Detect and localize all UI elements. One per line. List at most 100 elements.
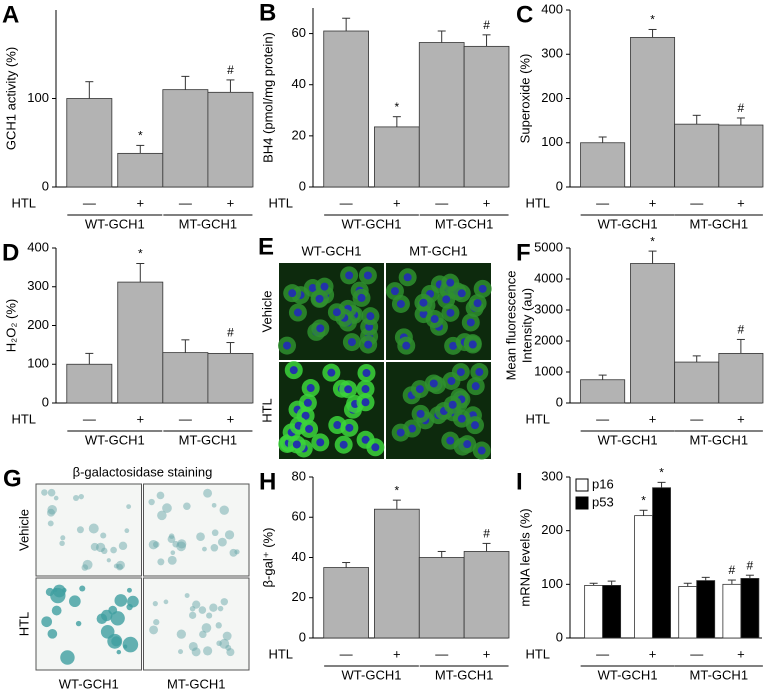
cell xyxy=(176,541,187,552)
nucleus xyxy=(316,324,325,333)
cell xyxy=(176,629,186,639)
y-tick-label: 2000 xyxy=(534,332,563,347)
bar xyxy=(117,281,164,404)
y-tick-label: 0 xyxy=(299,629,306,644)
nucleus xyxy=(448,400,457,409)
y-tick-label: 4000 xyxy=(534,270,563,285)
nucleus xyxy=(415,385,424,394)
bar xyxy=(722,583,742,639)
group-label: MT-GCH1 xyxy=(435,216,494,231)
category-label: — xyxy=(690,646,703,661)
cell xyxy=(149,625,159,635)
significance-mark: * xyxy=(659,466,664,480)
bar xyxy=(740,578,760,639)
nucleus xyxy=(402,341,411,350)
y-axis-label: Mean fluorescence xyxy=(503,271,518,381)
y-tick-label: 400 xyxy=(541,1,563,16)
y-tick-label: 80 xyxy=(292,468,306,483)
cell xyxy=(116,649,122,655)
group-label: MT-GCH1 xyxy=(179,432,238,447)
category-label: — xyxy=(596,646,609,661)
cell xyxy=(219,505,229,515)
nucleus xyxy=(345,271,354,280)
bar xyxy=(718,124,764,188)
cell xyxy=(47,629,58,639)
panel-letter: A xyxy=(2,1,19,28)
cell xyxy=(202,546,207,552)
cell xyxy=(209,603,218,612)
cell xyxy=(157,558,165,566)
cell xyxy=(178,649,184,655)
y-tick-label: 1000 xyxy=(534,363,563,378)
nucleus xyxy=(292,440,301,449)
cell xyxy=(118,541,128,551)
category-label: — xyxy=(435,195,448,210)
bar xyxy=(602,585,622,639)
category-label: + xyxy=(393,646,401,661)
nucleus xyxy=(457,289,466,298)
nucleus xyxy=(361,385,370,394)
row-label: HTL xyxy=(16,612,31,637)
cell xyxy=(106,558,111,563)
nucleus xyxy=(456,368,465,377)
bar xyxy=(718,352,764,404)
legend-label: p16 xyxy=(592,476,614,491)
bar xyxy=(207,352,254,404)
cell xyxy=(72,494,80,502)
cell xyxy=(100,532,107,539)
y-axis-label: Intensity (au) xyxy=(519,288,534,363)
cell xyxy=(111,636,122,647)
group-label: MT-GCH1 xyxy=(179,216,238,231)
y-tick-label: 5000 xyxy=(534,239,563,254)
nucleus xyxy=(447,376,456,385)
nucleus xyxy=(366,312,375,321)
cell xyxy=(167,555,177,565)
cell xyxy=(219,638,230,649)
nucleus xyxy=(361,398,370,407)
bar xyxy=(418,557,465,639)
cell xyxy=(206,612,213,619)
nucleus xyxy=(293,308,302,317)
bar xyxy=(374,508,420,639)
cell xyxy=(114,594,128,607)
nucleus xyxy=(305,424,314,433)
category-label: + xyxy=(393,195,401,210)
nucleus xyxy=(408,424,417,433)
significance-mark: * xyxy=(395,483,400,497)
nucleus xyxy=(396,428,405,437)
significance-mark: # xyxy=(738,101,745,115)
nucleus xyxy=(345,423,354,432)
significance-mark: * xyxy=(650,234,655,248)
group-label: MT-GCH1 xyxy=(690,432,749,447)
column-label: WT-GCH1 xyxy=(59,676,119,691)
cell xyxy=(215,622,222,629)
bar xyxy=(162,89,209,188)
nucleus xyxy=(316,438,325,447)
category-label: — xyxy=(340,646,353,661)
nucleus xyxy=(457,414,466,423)
y-tick-label: 100 xyxy=(27,356,49,371)
cell xyxy=(162,503,172,513)
nucleus xyxy=(303,398,312,407)
nucleus xyxy=(361,435,370,444)
category-label: — xyxy=(435,646,448,661)
group-label: MT-GCH1 xyxy=(690,216,749,231)
category-label: — xyxy=(83,411,96,426)
group-label: WT-GCH1 xyxy=(85,432,145,447)
y-tick-label: 0 xyxy=(556,629,563,644)
y-axis-label: H₂O₂ (%) xyxy=(3,299,18,352)
nucleus xyxy=(471,382,480,391)
cell xyxy=(79,585,86,592)
group-label: MT-GCH1 xyxy=(435,667,494,682)
y-axis-label: β-gal⁺ (%) xyxy=(260,528,275,588)
column-label: WT-GCH1 xyxy=(302,243,362,258)
category-label: + xyxy=(136,411,144,426)
cell xyxy=(170,550,176,555)
category-label: — xyxy=(690,195,703,210)
cell xyxy=(53,587,58,592)
row-label: Vehicle xyxy=(16,509,31,551)
nucleus xyxy=(289,366,298,375)
group-label: WT-GCH1 xyxy=(342,667,402,682)
cell xyxy=(100,625,115,639)
nucleus xyxy=(430,315,439,324)
